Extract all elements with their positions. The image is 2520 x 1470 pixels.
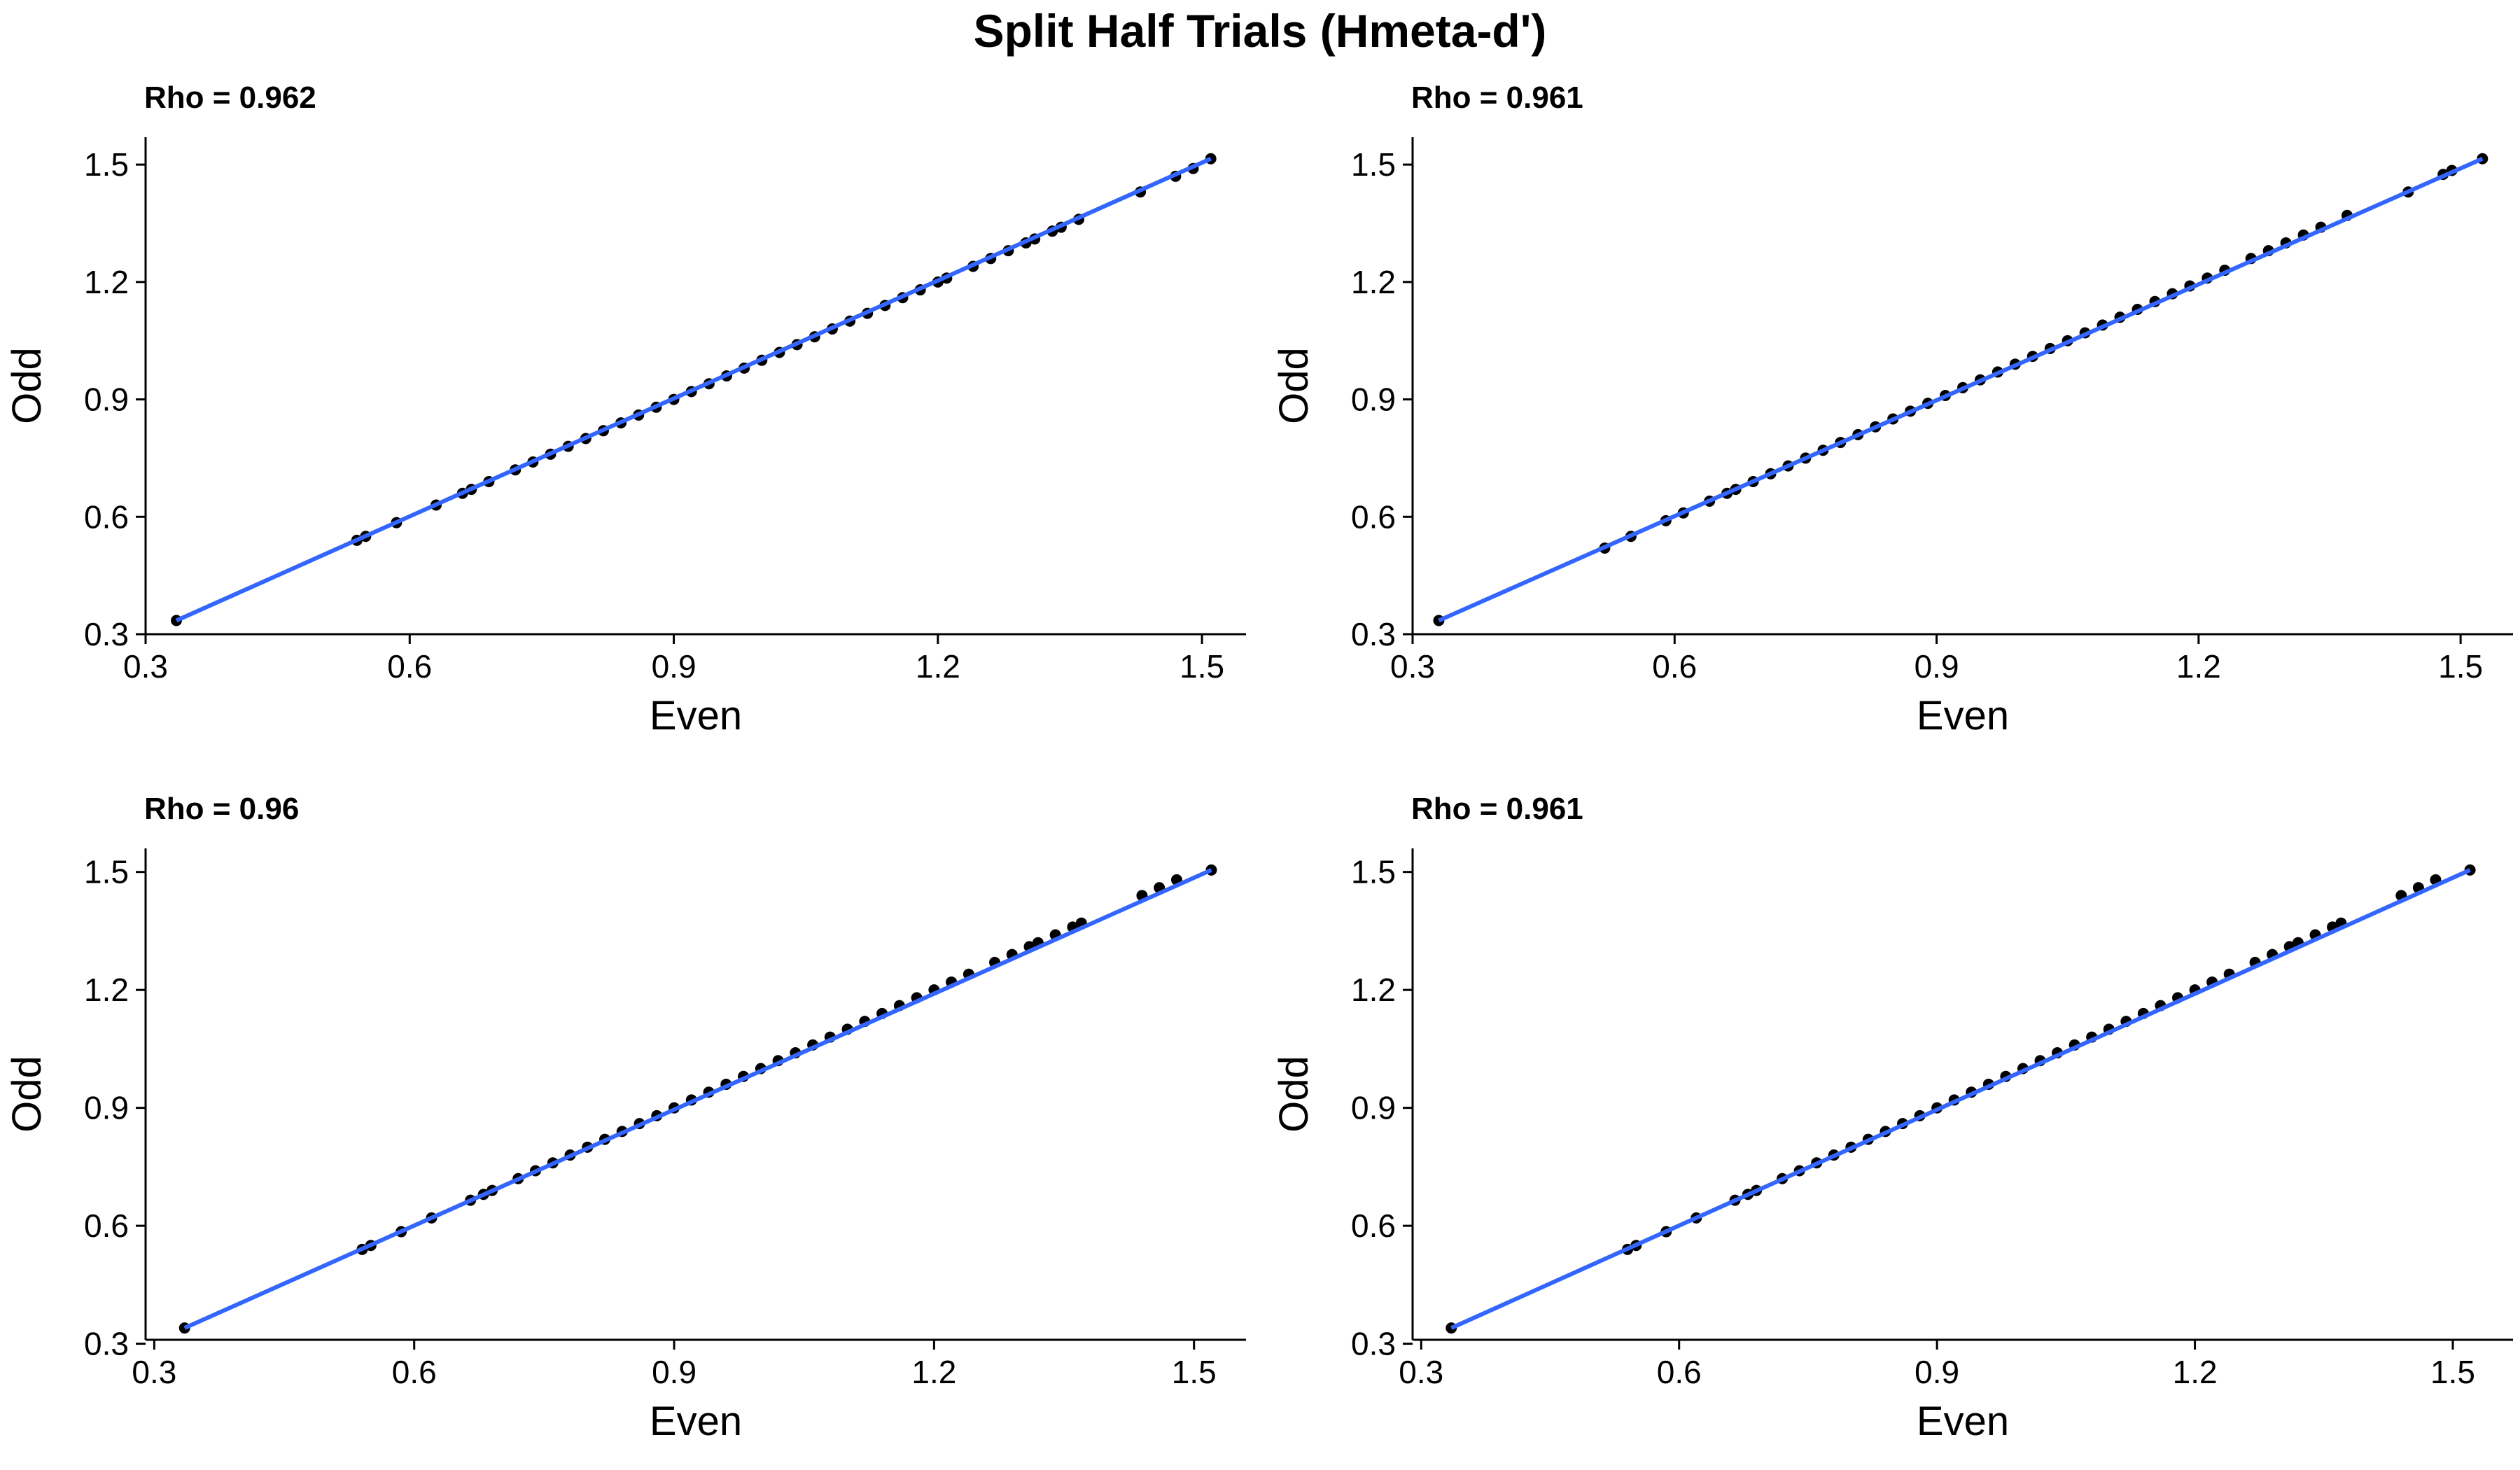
x-tick-label: 1.2 [911,1354,956,1390]
x-tick-label: 0.3 [123,648,168,685]
x-tick-label: 0.9 [652,1354,696,1390]
x-tick-label: 1.2 [2173,1354,2218,1390]
x-tick-label: 1.2 [916,648,960,685]
y-tick-label: 1.2 [1351,264,1396,300]
x-tick-label: 1.5 [2430,1354,2475,1390]
regression-line [1438,157,2484,623]
figure-title: Split Half Trials (Hmeta-d') [973,5,1547,57]
y-axis-label: Odd [1271,1056,1317,1133]
regression-line [175,157,1212,623]
x-tick-label: 0.9 [652,648,696,685]
x-tick-label: 0.3 [132,1354,176,1390]
y-tick-label: 0.9 [84,382,129,418]
x-tick-label: 0.6 [1657,1354,1702,1390]
y-tick-label: 1.2 [1351,972,1396,1008]
x-tick-label: 1.5 [1180,648,1224,685]
y-axis-label: Odd [1271,347,1317,424]
x-tick-label: 1.2 [2176,648,2221,685]
y-tick-label: 1.5 [1351,854,1396,890]
x-tick-label: 0.6 [387,648,432,685]
panel-title: Rho = 0.961 [1411,792,1583,826]
y-tick-label: 0.6 [84,498,129,535]
x-axis-label: Even [1917,693,2009,738]
x-tick-label: 0.3 [1390,648,1435,685]
panel-title: Rho = 0.962 [144,80,316,115]
regression-line [183,868,1212,1330]
x-axis-label: Even [650,693,742,738]
x-tick-label: 0.3 [1399,1354,1443,1390]
y-tick-label: 1.5 [84,146,129,183]
y-tick-label: 1.2 [84,264,129,300]
y-tick-label: 1.5 [84,854,129,890]
scatter-panel-1: Rho = 0.962 0.3 0.6 0.9 1.2 1.5 0.3 0.6 0.9 1.2 1.… [4,80,1246,738]
y-tick-label: 0.9 [1351,1090,1396,1126]
y-tick-label: 0.6 [1351,1208,1396,1244]
panel-title: Rho = 0.96 [144,792,299,826]
scatter-panel-2: Rho = 0.961 0.3 0.6 0.9 1.2 1.5 0.3 0.6 0.9 1.2 1.… [1271,80,2513,738]
y-tick-label: 0.6 [1351,498,1396,535]
x-tick-label: 0.9 [1914,648,1959,685]
y-tick-label: 1.2 [84,972,129,1008]
x-tick-label: 0.6 [1652,648,1697,685]
x-tick-label: 0.6 [392,1354,437,1390]
y-tick-label: 0.9 [84,1090,129,1126]
panel-title: Rho = 0.961 [1411,80,1583,115]
x-tick-label: 0.9 [1914,1354,1959,1390]
regression-line [1450,868,2471,1330]
scatter-panel-4: Rho = 0.961 0.3 0.6 0.9 1.2 1.5 0.3 0.6 0.9 1.2 1.… [1271,792,2513,1444]
y-tick-label: 0.3 [84,616,129,652]
y-tick-label: 0.3 [1351,1326,1396,1362]
x-tick-label: 1.5 [2438,648,2483,685]
y-tick-label: 0.9 [1351,382,1396,418]
y-tick-label: 0.6 [84,1208,129,1244]
x-axis-label: Even [650,1399,742,1444]
x-tick-label: 1.5 [1172,1354,1217,1390]
scatter-panel-3: Rho = 0.96 0.3 0.6 0.9 1.2 1.5 0.3 0.6 0.9 1.2 1.5… [4,792,1246,1444]
y-tick-label: 0.3 [84,1326,129,1362]
x-axis-label: Even [1917,1399,2009,1444]
y-axis-label: Odd [4,1056,50,1133]
y-tick-label: 1.5 [1351,146,1396,183]
y-tick-label: 0.3 [1351,616,1396,652]
y-axis-label: Odd [4,347,50,424]
